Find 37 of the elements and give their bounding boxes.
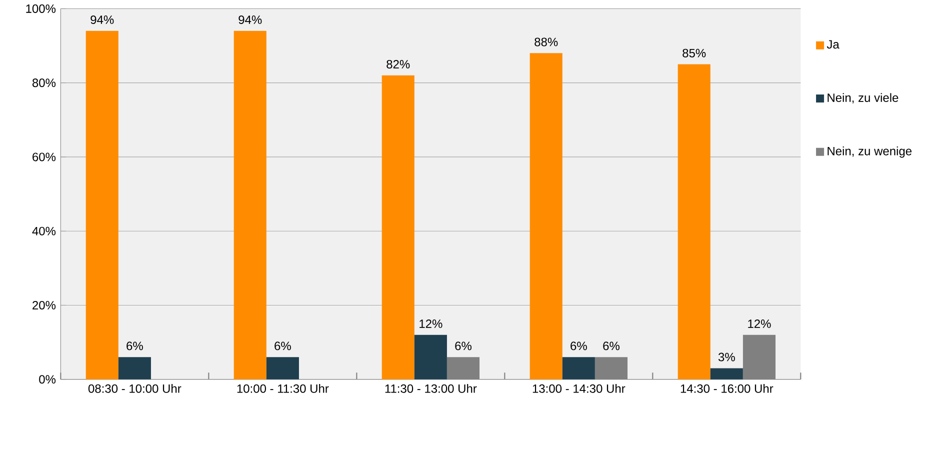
data-label: 94%	[90, 16, 114, 24]
x-tick-label: 10:00 - 11:30 Uhr	[237, 384, 329, 394]
y-tick-label: 80%	[32, 78, 56, 88]
y-tick-label: 100%	[26, 4, 56, 14]
bar	[414, 335, 447, 380]
bar	[266, 357, 299, 380]
data-label: 82%	[386, 60, 410, 69]
y-tick-label: 40%	[32, 227, 56, 236]
x-tick-label: 11:30 - 13:00 Uhr	[385, 384, 477, 394]
x-tick-label: 13:00 - 14:30 Uhr	[532, 384, 626, 394]
data-label: 6%	[455, 342, 472, 350]
y-tick-label: 0%	[39, 375, 56, 384]
bar	[234, 31, 266, 380]
data-label: 94%	[238, 16, 262, 24]
data-label: 6%	[603, 342, 620, 350]
legend-label: Ja	[826, 40, 840, 49]
data-label: 88%	[534, 38, 558, 46]
bar	[530, 53, 562, 380]
data-label: 6%	[126, 342, 143, 350]
y-tick-label: 20%	[32, 301, 56, 310]
bar	[710, 368, 743, 380]
x-tick-label: 14:30 - 16:00 Uhr	[680, 384, 774, 394]
data-label: 6%	[570, 342, 587, 350]
bar	[382, 76, 414, 380]
bar	[562, 357, 595, 380]
legend-label: Nein, zu viele	[828, 93, 898, 104]
data-label: 6%	[274, 342, 291, 350]
bar	[118, 357, 151, 380]
bar	[678, 64, 710, 380]
bar	[86, 31, 118, 380]
x-tick-label: 08:30 - 10:00 Uhr	[88, 384, 182, 394]
legend-label: Nein, zu wenige	[828, 146, 912, 158]
data-label: 85%	[682, 49, 706, 58]
y-tick-label: 60%	[32, 152, 56, 162]
data-label: 12%	[748, 320, 771, 328]
data-label: 12%	[420, 320, 442, 328]
data-label: 3%	[718, 352, 735, 362]
